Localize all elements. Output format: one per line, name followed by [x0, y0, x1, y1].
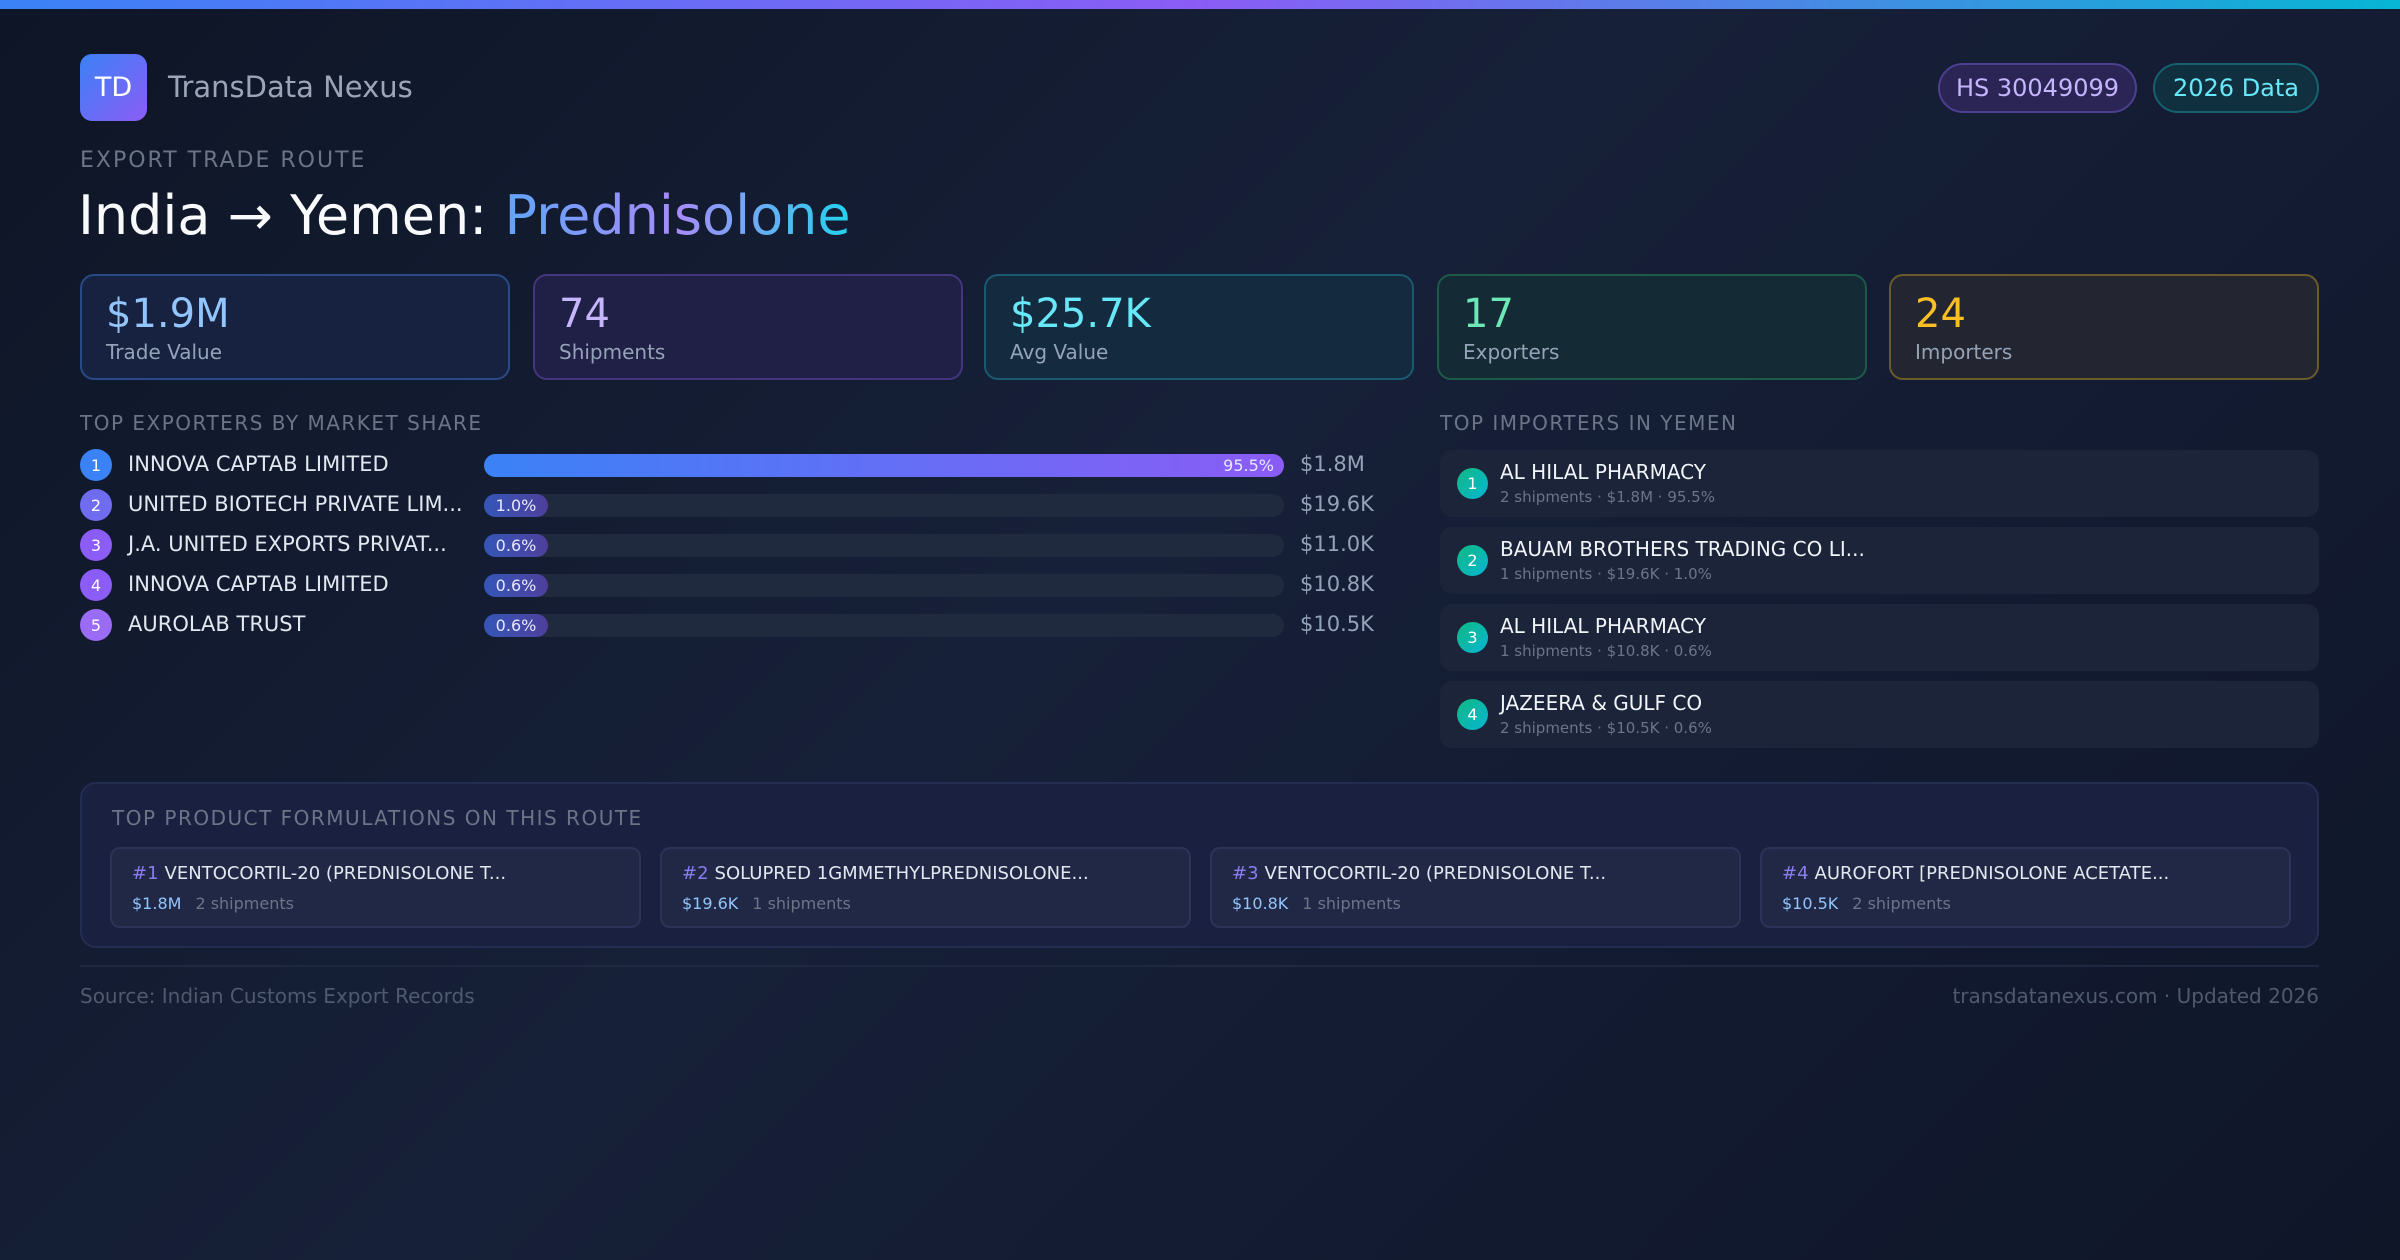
- formulation-value: $10.5K: [1782, 894, 1839, 913]
- share-bar-track: 0.6%: [484, 614, 1284, 637]
- stat-shipments: 74 Shipments: [533, 274, 963, 380]
- stat-exporters: 17 Exporters: [1437, 274, 1867, 380]
- importer-card[interactable]: 2 BAUAM BROTHERS TRADING CO LI... 1 ship…: [1440, 527, 2319, 594]
- exporter-row[interactable]: 1 INNOVA CAPTAB LIMITED 95.5% $1.8M: [80, 449, 1380, 481]
- title-product: Prednisolone: [504, 184, 851, 247]
- stat-label: Shipments: [559, 340, 666, 364]
- formulation-shipments: 2 shipments: [1852, 894, 1951, 913]
- importer-detail: 1 shipments · $10.8K · 0.6%: [1500, 642, 1712, 660]
- formulation-value: $19.6K: [682, 894, 739, 913]
- formulation-shipments: 2 shipments: [195, 894, 294, 913]
- importer-detail: 2 shipments · $1.8M · 95.5%: [1500, 488, 1715, 506]
- formulation-card[interactable]: #1 VENTOCORTIL-20 (PREDNISOLONE T... $1.8…: [110, 847, 641, 928]
- stat-value: 24: [1915, 291, 1966, 337]
- rank-badge: 3: [1457, 622, 1488, 653]
- exporter-value: $10.8K: [1300, 572, 1374, 596]
- importers-heading: TOP IMPORTERS IN YEMEN: [1440, 411, 1738, 435]
- formulation-value: $1.8M: [132, 894, 182, 913]
- formulations-panel: TOP PRODUCT FORMULATIONS ON THIS ROUTE #…: [80, 782, 2319, 948]
- formulation-shipments: 1 shipments: [752, 894, 851, 913]
- stat-value: 17: [1463, 291, 1514, 337]
- stat-avg-value: $25.7K Avg Value: [984, 274, 1414, 380]
- logo: TD: [80, 54, 147, 121]
- footer-divider: [80, 965, 2319, 967]
- exporter-name: AUROLAB TRUST: [128, 612, 306, 636]
- formulation-value: $10.8K: [1232, 894, 1289, 913]
- stat-trade-value: $1.9M Trade Value: [80, 274, 510, 380]
- importer-card[interactable]: 1 AL HILAL PHARMACY 2 shipments · $1.8M …: [1440, 450, 2319, 517]
- exporter-name: UNITED BIOTECH PRIVATE LIM...: [128, 492, 463, 516]
- exporter-name: J.A. UNITED EXPORTS PRIVAT...: [128, 532, 447, 556]
- share-bar-track: 1.0%: [484, 494, 1284, 517]
- importer-card[interactable]: 3 AL HILAL PHARMACY 1 shipments · $10.8K…: [1440, 604, 2319, 671]
- formulation-name: AUROFORT [PREDNISOLONE ACETATE...: [1814, 863, 2170, 884]
- importer-name: JAZEERA & GULF CO: [1500, 691, 1703, 715]
- exporter-name: INNOVA CAPTAB LIMITED: [128, 572, 389, 596]
- stat-label: Trade Value: [106, 340, 223, 364]
- exporters-heading: TOP EXPORTERS BY MARKET SHARE: [80, 411, 483, 435]
- formulation-card[interactable]: #3 VENTOCORTIL-20 (PREDNISOLONE T... $10.…: [1210, 847, 1741, 928]
- top-accent-bar: [0, 0, 2400, 9]
- formulation-rank: #2: [682, 863, 709, 884]
- footer-site: transdatanexus.com · Updated 2026: [1952, 984, 2319, 1008]
- footer-source: Source: Indian Customs Export Records: [80, 984, 475, 1008]
- share-bar-fill: 95.5%: [484, 454, 1284, 477]
- exporter-value: $11.0K: [1300, 532, 1374, 556]
- share-bar-track: 95.5%: [484, 454, 1284, 477]
- stat-label: Exporters: [1463, 340, 1560, 364]
- exporter-row[interactable]: 2 UNITED BIOTECH PRIVATE LIM... 1.0% $19…: [80, 489, 1380, 521]
- rank-badge: 4: [1457, 699, 1488, 730]
- importer-card[interactable]: 4 JAZEERA & GULF CO 2 shipments · $10.5K…: [1440, 681, 2319, 748]
- rank-badge: 5: [80, 609, 112, 641]
- exporter-value: $10.5K: [1300, 612, 1374, 636]
- eyebrow: EXPORT TRADE ROUTE: [80, 148, 367, 173]
- stat-importers: 24 Importers: [1889, 274, 2319, 380]
- stat-value: $25.7K: [1010, 291, 1151, 337]
- importer-detail: 2 shipments · $10.5K · 0.6%: [1500, 719, 1712, 737]
- title-route: India → Yemen:: [78, 184, 505, 247]
- formulation-rank: #3: [1232, 863, 1259, 884]
- share-bar-fill: 0.6%: [484, 534, 548, 557]
- importer-detail: 1 shipments · $19.6K · 1.0%: [1500, 565, 1712, 583]
- formulation-name: VENTOCORTIL-20 (PREDNISOLONE T...: [1264, 863, 1607, 884]
- formulation-card[interactable]: #4 AUROFORT [PREDNISOLONE ACETATE... $10.…: [1760, 847, 2291, 928]
- hs-code-badge: HS 30049099: [1938, 63, 2137, 113]
- formulation-card[interactable]: #2 SOLUPRED 1GMMETHYLPREDNISOLONE... $19.…: [660, 847, 1191, 928]
- formulations-heading: TOP PRODUCT FORMULATIONS ON THIS ROUTE: [112, 806, 643, 830]
- exporter-value: $19.6K: [1300, 492, 1374, 516]
- share-bar-track: 0.6%: [484, 574, 1284, 597]
- year-badge: 2026 Data: [2153, 63, 2319, 113]
- rank-badge: 1: [1457, 468, 1488, 499]
- stat-value: 74: [559, 291, 610, 337]
- importer-name: AL HILAL PHARMACY: [1500, 460, 1706, 484]
- brand-name: TransData Nexus: [168, 70, 413, 104]
- formulation-name: SOLUPRED 1GMMETHYLPREDNISOLONE...: [714, 863, 1089, 884]
- formulation-shipments: 1 shipments: [1302, 894, 1401, 913]
- formulation-rank: #1: [132, 863, 159, 884]
- exporter-value: $1.8M: [1300, 452, 1365, 476]
- importer-name: AL HILAL PHARMACY: [1500, 614, 1706, 638]
- rank-badge: 4: [80, 569, 112, 601]
- exporter-row[interactable]: 5 AUROLAB TRUST 0.6% $10.5K: [80, 609, 1380, 641]
- exporter-name: INNOVA CAPTAB LIMITED: [128, 452, 389, 476]
- stat-label: Avg Value: [1010, 340, 1109, 364]
- share-bar-fill: 0.6%: [484, 614, 548, 637]
- stat-value: $1.9M: [106, 291, 230, 337]
- rank-badge: 3: [80, 529, 112, 561]
- stat-label: Importers: [1915, 340, 2013, 364]
- importer-name: BAUAM BROTHERS TRADING CO LI...: [1500, 537, 1865, 561]
- formulation-name: VENTOCORTIL-20 (PREDNISOLONE T...: [164, 863, 507, 884]
- share-bar-track: 0.6%: [484, 534, 1284, 557]
- share-bar-fill: 1.0%: [484, 494, 548, 517]
- rank-badge: 2: [1457, 545, 1488, 576]
- formulation-rank: #4: [1782, 863, 1809, 884]
- rank-badge: 1: [80, 449, 112, 481]
- share-bar-fill: 0.6%: [484, 574, 548, 597]
- exporter-row[interactable]: 4 INNOVA CAPTAB LIMITED 0.6% $10.8K: [80, 569, 1380, 601]
- exporter-row[interactable]: 3 J.A. UNITED EXPORTS PRIVAT... 0.6% $11…: [80, 529, 1380, 561]
- page-title: India → Yemen: Prednisolone: [78, 184, 851, 247]
- rank-badge: 2: [80, 489, 112, 521]
